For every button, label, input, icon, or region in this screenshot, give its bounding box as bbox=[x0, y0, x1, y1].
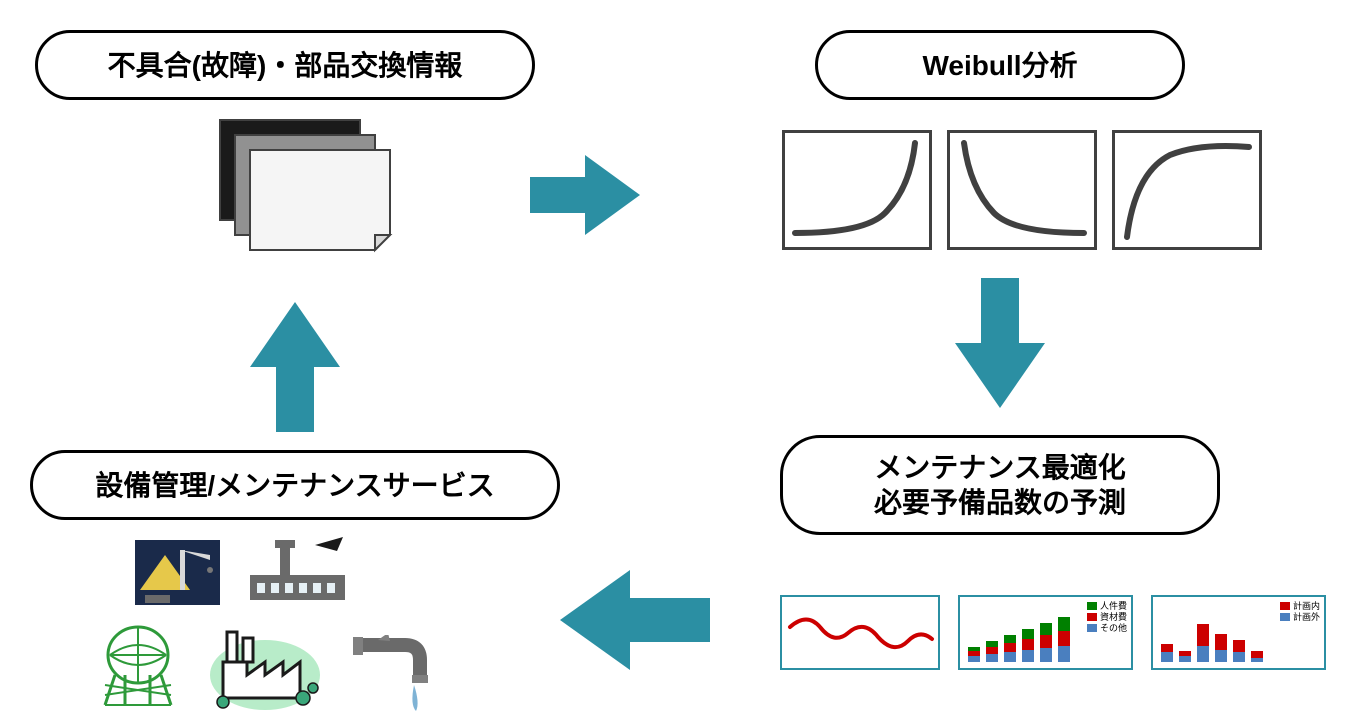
legend-label: その他 bbox=[1100, 623, 1127, 634]
arrow-up-icon bbox=[250, 302, 340, 432]
legend-label: 計画内 bbox=[1293, 601, 1320, 612]
airport-icon bbox=[245, 535, 350, 610]
mini-chart-grouped-legend: 計画内 計画外 bbox=[1280, 601, 1320, 623]
weibull-curve-saturating bbox=[1112, 130, 1262, 250]
factory-icon bbox=[205, 620, 325, 715]
weibull-curve-decreasing bbox=[947, 130, 1097, 250]
node-maintenance-opt-label: メンテナンス最適化 必要予備品数の予測 bbox=[874, 450, 1126, 520]
facilities-illustrations bbox=[95, 535, 450, 715]
mini-chart-grouped: 計画内 計画外 bbox=[1151, 595, 1326, 670]
node-facility-mgmt: 設備管理/メンテナンスサービス bbox=[30, 450, 560, 520]
pipe-icon bbox=[350, 635, 435, 715]
diagram-canvas: 不具合(故障)・部品交換情報 Weibull分析 設備管理/メンテナンスサービス… bbox=[0, 0, 1352, 722]
node-failure-info-label: 不具合(故障)・部品交換情報 bbox=[108, 48, 463, 83]
storage-tank-icon bbox=[95, 620, 180, 710]
crane-icon bbox=[130, 535, 225, 610]
weibull-curve-increasing bbox=[782, 130, 932, 250]
node-facility-mgmt-label: 設備管理/メンテナンスサービス bbox=[95, 468, 494, 503]
node-weibull: Weibull分析 bbox=[815, 30, 1185, 100]
node-weibull-label: Weibull分析 bbox=[922, 48, 1077, 83]
node-failure-info: 不具合(故障)・部品交換情報 bbox=[35, 30, 535, 100]
arrow-right-icon bbox=[530, 155, 640, 235]
mini-chart-wave bbox=[780, 595, 940, 670]
documents-icon bbox=[210, 115, 405, 265]
mini-chart-stacked: 人件費 資材費 その他 bbox=[958, 595, 1133, 670]
legend-label: 計画外 bbox=[1293, 612, 1320, 623]
arrow-down-icon bbox=[955, 278, 1045, 408]
node-maintenance-opt: メンテナンス最適化 必要予備品数の予測 bbox=[780, 435, 1220, 535]
arrow-left-icon bbox=[560, 570, 710, 670]
mini-chart-stacked-legend: 人件費 資材費 その他 bbox=[1087, 601, 1127, 633]
legend-label: 人件費 bbox=[1100, 601, 1127, 612]
legend-label: 資材費 bbox=[1100, 612, 1127, 623]
